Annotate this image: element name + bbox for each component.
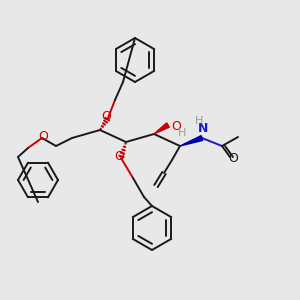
Text: H: H (178, 128, 186, 138)
Polygon shape (180, 136, 203, 146)
Text: O: O (101, 110, 111, 124)
Text: O: O (171, 119, 181, 133)
Text: O: O (114, 151, 124, 164)
Text: O: O (38, 130, 48, 142)
Text: N: N (198, 122, 208, 136)
Text: O: O (228, 152, 238, 164)
Polygon shape (154, 123, 170, 134)
Text: H: H (195, 116, 203, 126)
